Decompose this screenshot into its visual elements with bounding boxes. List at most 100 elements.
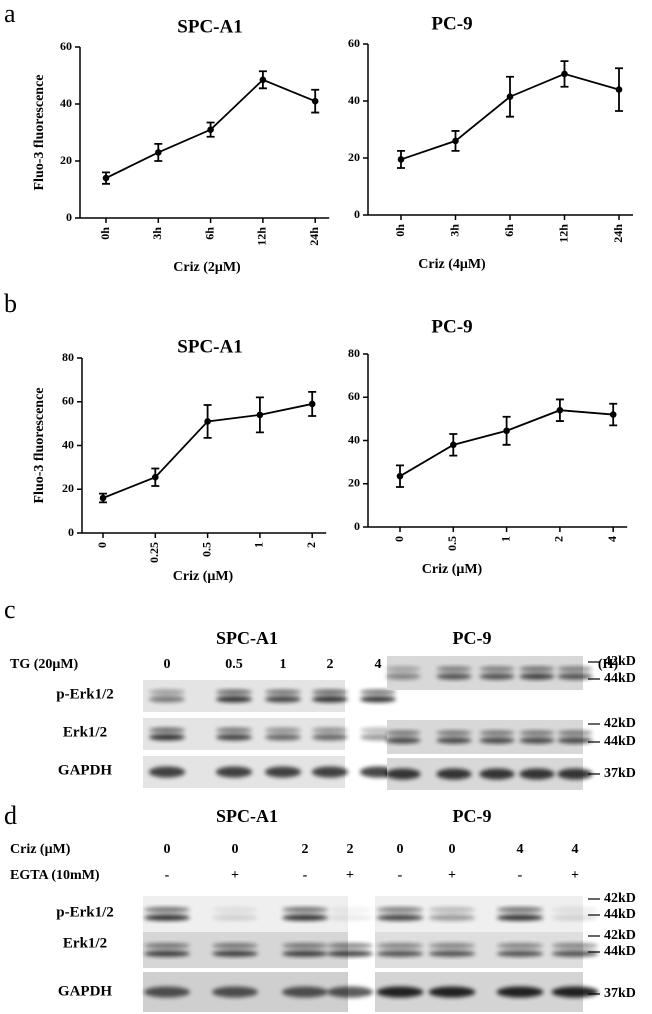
x-tick-label: 0	[392, 536, 406, 542]
data-point	[396, 472, 404, 480]
x-tick-label: 0	[95, 542, 109, 548]
band	[436, 666, 472, 672]
dose-label: 1	[280, 657, 287, 672]
x-tick-label: 12h	[255, 227, 269, 246]
marker-label: 44kD	[604, 734, 636, 749]
y-tick-label: 60	[60, 39, 72, 53]
dose-label: 0.5	[225, 657, 243, 672]
band	[428, 943, 476, 949]
x-tick-label: 0.25	[147, 542, 161, 563]
y-tick-label: 0	[354, 207, 360, 221]
data-point	[311, 97, 319, 105]
band	[148, 766, 186, 778]
band	[376, 986, 424, 998]
band	[551, 914, 599, 921]
y-tick-label: 60	[348, 36, 360, 50]
y-tick-label: 20	[62, 481, 74, 495]
blot-title: PC-9	[453, 628, 492, 648]
band	[148, 689, 186, 695]
x-tick-label: 1	[252, 542, 266, 548]
band	[326, 950, 374, 957]
egta-label: +	[346, 868, 354, 883]
band	[264, 766, 302, 778]
x-axis-label: Criz (4μM)	[418, 257, 486, 272]
band	[436, 768, 472, 780]
dose-label: 4	[572, 842, 579, 857]
egta-label: -	[303, 868, 308, 883]
dose-label: 2	[302, 842, 309, 857]
data-point	[503, 427, 510, 435]
band	[215, 734, 253, 741]
band	[385, 737, 421, 744]
row-label: Erk1/2	[63, 724, 107, 740]
blot-strip	[143, 896, 348, 932]
band	[428, 907, 476, 913]
band	[281, 914, 329, 921]
x-tick-label: 3h	[150, 227, 164, 240]
blot-title: PC-9	[453, 806, 492, 826]
x-tick-label: 6h	[202, 227, 216, 240]
band	[215, 696, 253, 703]
marker-label: 37kD	[604, 986, 636, 1001]
band	[557, 730, 593, 736]
chart-title: SPC-A1	[177, 336, 242, 357]
blot-strip	[375, 896, 583, 932]
dose-label: 0	[397, 842, 404, 857]
band	[428, 986, 476, 998]
chart-title: SPC-A1	[177, 16, 242, 37]
x-tick-label: 0.5	[445, 536, 459, 551]
band	[148, 734, 186, 741]
band	[557, 768, 593, 780]
y-axis-label: Fluo-3 fluorescence	[32, 75, 47, 191]
y-axis-label: Fluo-3 fluorescence	[32, 388, 47, 504]
egta-label: +	[571, 868, 579, 883]
panel-letter: b	[4, 289, 17, 318]
band	[359, 689, 397, 695]
y-tick-label: 80	[348, 346, 360, 360]
treatment-label: Criz (μM)	[10, 842, 71, 857]
band	[311, 734, 349, 741]
y-tick-label: 20	[348, 150, 360, 164]
data-point	[615, 86, 623, 93]
marker-label: 42kD	[604, 891, 636, 906]
dose-label: 0	[164, 842, 171, 857]
data-point	[256, 411, 264, 419]
band	[148, 696, 186, 703]
band	[211, 907, 259, 913]
band	[496, 914, 544, 921]
band	[311, 727, 349, 733]
y-tick-label: 60	[62, 394, 74, 408]
band	[143, 907, 191, 913]
blot-title: SPC-A1	[216, 806, 278, 826]
band	[479, 768, 515, 780]
blot-strip	[143, 680, 345, 712]
y-tick-label: 20	[348, 476, 360, 490]
dose-label: 4	[517, 842, 524, 857]
band	[519, 666, 555, 672]
row-label: GAPDH	[58, 983, 112, 999]
data-point	[308, 400, 316, 408]
band	[326, 914, 374, 921]
band	[264, 727, 302, 733]
data-point	[452, 137, 459, 145]
band	[359, 696, 397, 703]
y-tick-label: 60	[348, 389, 360, 403]
band	[281, 986, 329, 998]
y-tick-label: 20	[60, 153, 72, 167]
band	[143, 986, 191, 998]
blot-strip	[387, 720, 583, 754]
data-point	[397, 156, 405, 163]
band	[385, 666, 421, 672]
band	[281, 907, 329, 913]
band	[326, 943, 374, 949]
x-tick-label: 4	[605, 536, 619, 542]
panel-letter: a	[4, 0, 16, 28]
band	[479, 673, 515, 680]
blot-strip	[387, 656, 583, 690]
band	[428, 914, 476, 921]
band	[143, 914, 191, 921]
blot-strip	[143, 718, 345, 750]
band	[496, 986, 544, 998]
data-point	[207, 126, 214, 133]
